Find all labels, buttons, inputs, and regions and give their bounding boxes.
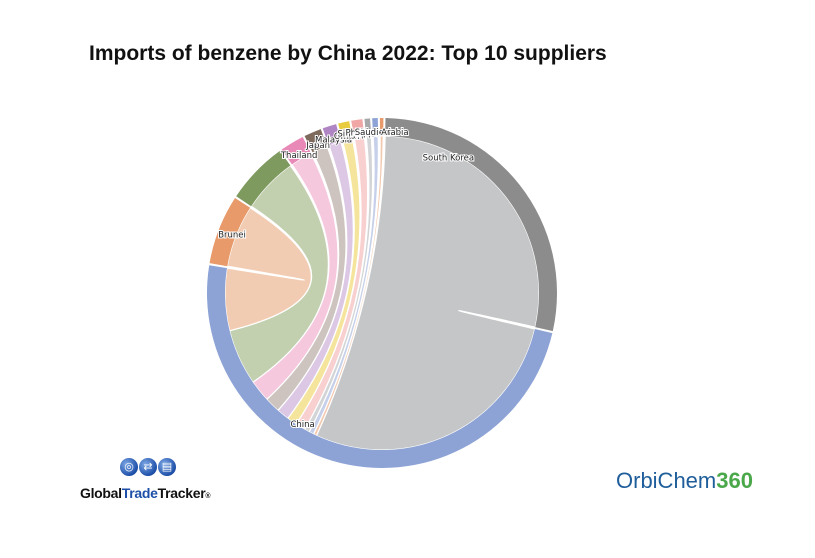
label-oman: Oman xyxy=(334,132,360,142)
ribbon-oman xyxy=(286,138,361,426)
orbichem360-logo: OrbiChem360 xyxy=(616,468,753,493)
label-thailand: Thailand xyxy=(280,151,318,161)
chart-title: Imports of benzene by China 2022: Top 10… xyxy=(89,42,607,65)
ribbon-philippines xyxy=(303,135,374,433)
label-brunei: Brunei xyxy=(218,230,246,240)
arc-brunei xyxy=(209,198,251,267)
arc-singapore xyxy=(351,119,365,139)
arc-thailand xyxy=(281,136,311,165)
ribbon-saudi-arabia xyxy=(312,135,384,437)
arc-indonesia xyxy=(372,118,379,137)
label-singapore: Singapore xyxy=(337,130,380,140)
chart-icon: ▤ xyxy=(158,458,176,476)
label-indonesia: Indonesia xyxy=(355,128,396,138)
gtt-wordmark: GlobalTradeTracker® xyxy=(80,485,211,501)
label-south-korea: South Korea xyxy=(423,153,475,163)
label-saudi-arabia: Saudi Arabia xyxy=(355,128,409,138)
arc-japan xyxy=(304,129,328,153)
label-malaysia: Malaysia xyxy=(315,135,352,145)
arc-malaysia xyxy=(322,124,341,146)
arc-south-korea xyxy=(385,118,557,332)
globe-icon: ◎ xyxy=(120,458,138,476)
arc-philippines xyxy=(364,118,372,137)
arc-saudi-arabia xyxy=(379,117,384,137)
label-japan: Japan xyxy=(305,141,330,151)
global-trade-tracker-logo: ◎ ⇄ ▤ GlobalTradeTracker® xyxy=(80,458,230,508)
arc-brunei xyxy=(236,150,291,207)
globe-icons: ◎ ⇄ ▤ xyxy=(120,458,176,476)
arc-oman xyxy=(338,121,353,142)
label-philippines: Philippines xyxy=(346,129,392,139)
exchange-icon: ⇄ xyxy=(139,458,157,476)
label-china: China xyxy=(290,420,314,430)
